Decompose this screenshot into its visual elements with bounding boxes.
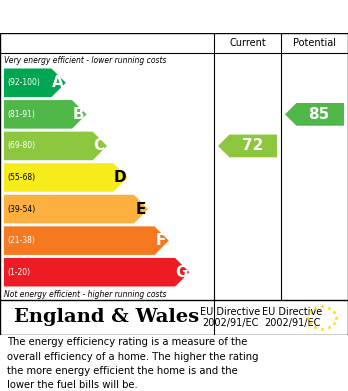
Text: (92-100): (92-100) (7, 78, 40, 87)
Text: (1-20): (1-20) (7, 268, 30, 277)
Text: 85: 85 (309, 107, 330, 122)
Polygon shape (4, 163, 128, 192)
Text: (55-68): (55-68) (7, 173, 35, 182)
Text: Current: Current (229, 38, 266, 48)
Text: 72: 72 (242, 138, 263, 153)
Text: Very energy efficient - lower running costs: Very energy efficient - lower running co… (4, 56, 166, 65)
Polygon shape (4, 100, 86, 129)
Polygon shape (4, 68, 66, 97)
Text: The energy efficiency rating is a measure of the
overall efficiency of a home. T: The energy efficiency rating is a measur… (7, 337, 259, 391)
Text: B: B (73, 107, 84, 122)
Polygon shape (4, 226, 169, 255)
Text: Not energy efficient - higher running costs: Not energy efficient - higher running co… (4, 290, 166, 299)
Text: (21-38): (21-38) (7, 236, 35, 245)
Polygon shape (285, 103, 344, 126)
Text: EU Directive
2002/91/EC: EU Directive 2002/91/EC (262, 307, 322, 328)
Text: G: G (175, 265, 188, 280)
Text: E: E (135, 202, 145, 217)
Text: F: F (156, 233, 166, 248)
Polygon shape (4, 132, 107, 160)
Polygon shape (4, 258, 189, 287)
Text: (39-54): (39-54) (7, 204, 35, 213)
Text: Potential: Potential (293, 38, 336, 48)
Text: Energy Efficiency Rating: Energy Efficiency Rating (10, 7, 240, 25)
Text: England & Wales: England & Wales (14, 308, 199, 326)
Text: (69-80): (69-80) (7, 142, 35, 151)
Text: (81-91): (81-91) (7, 110, 35, 119)
Polygon shape (4, 195, 148, 223)
Text: C: C (94, 138, 105, 153)
Text: A: A (52, 75, 64, 90)
Text: D: D (113, 170, 126, 185)
Text: EU Directive
2002/91/EC: EU Directive 2002/91/EC (200, 307, 260, 328)
Polygon shape (218, 135, 277, 157)
